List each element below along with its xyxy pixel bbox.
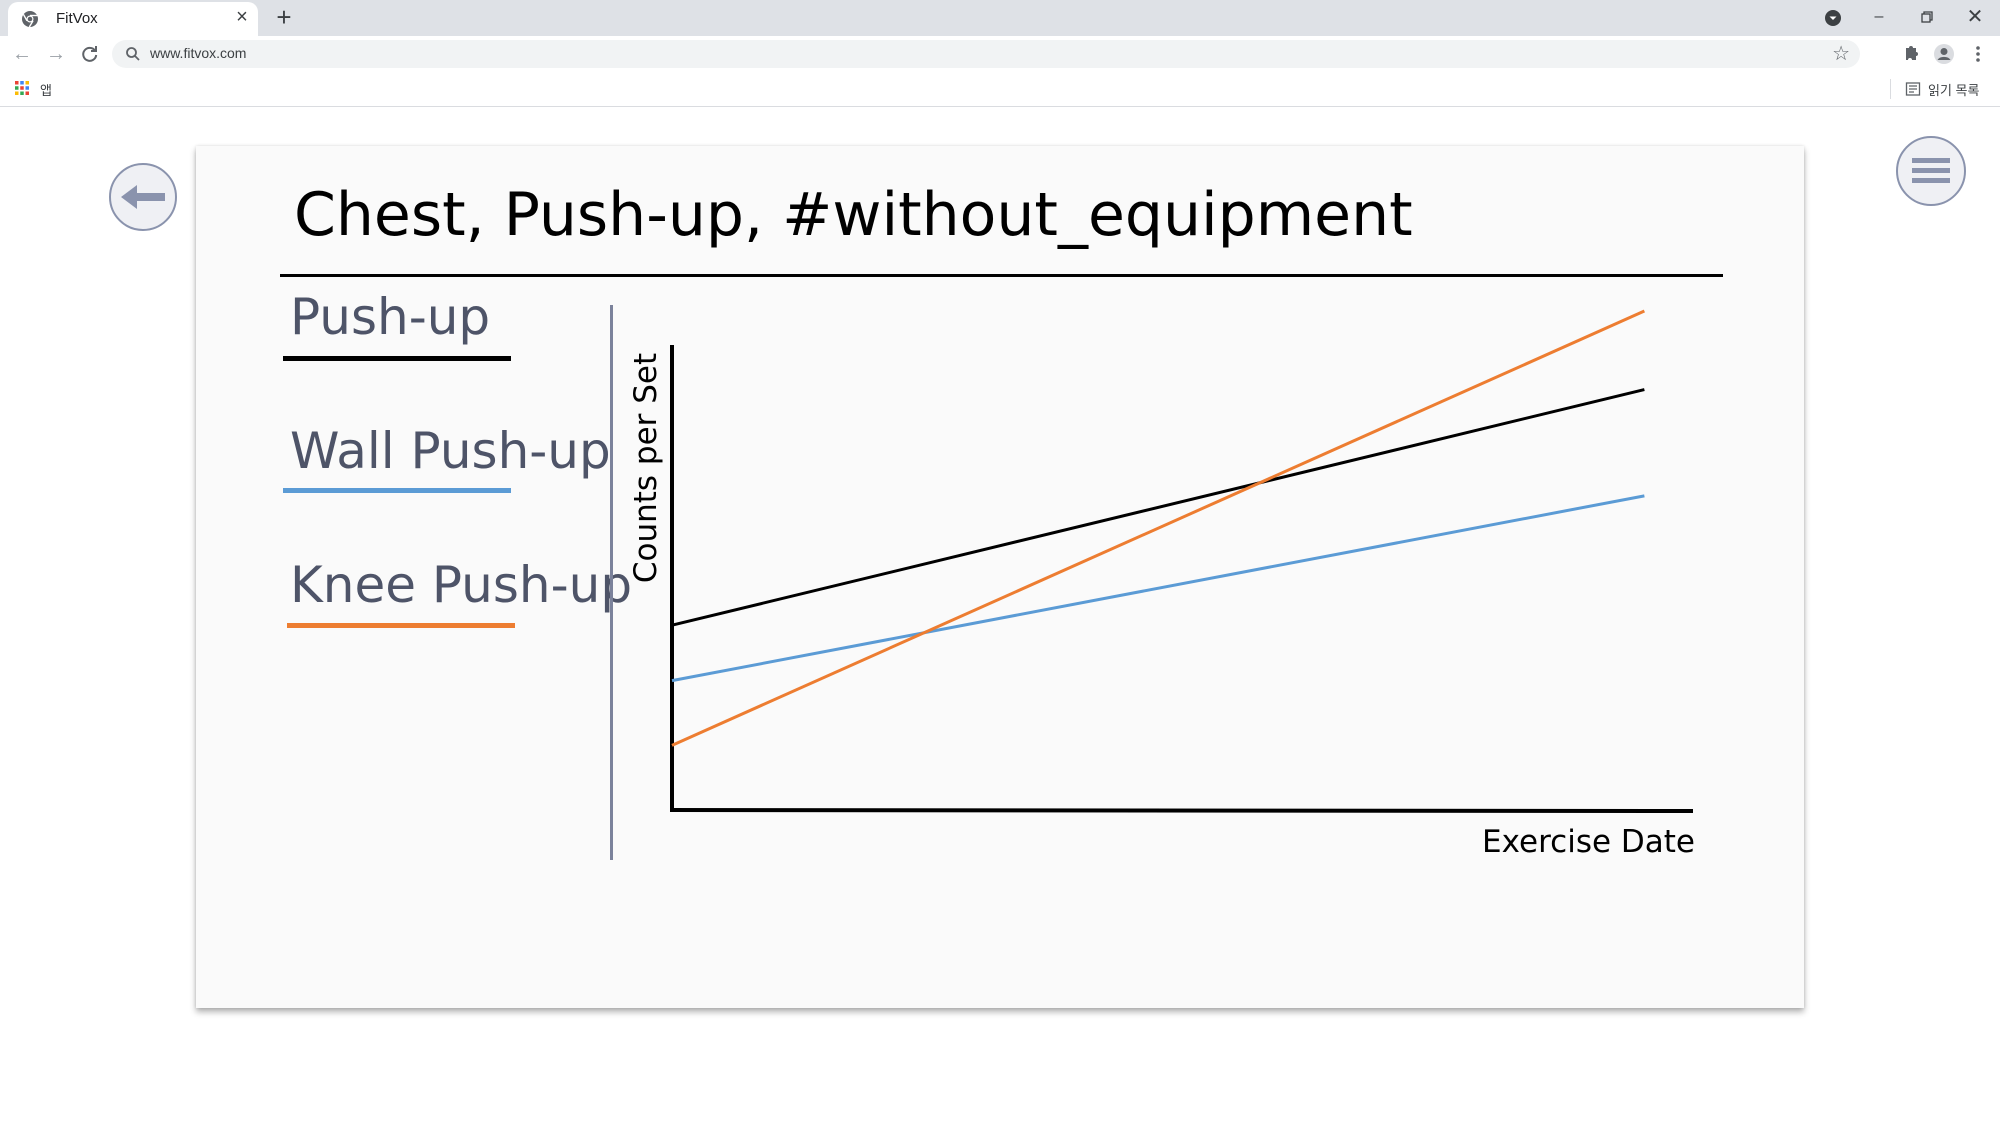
list-divider xyxy=(610,305,613,860)
exercise-item-push-up[interactable]: Push-up xyxy=(290,288,491,346)
wall-push-up-underline xyxy=(283,488,511,493)
back-button[interactable] xyxy=(109,163,177,231)
menu-button[interactable] xyxy=(1896,136,1966,206)
close-window-icon[interactable]: ✕ xyxy=(1966,6,1984,28)
y-axis-label: Counts per Set xyxy=(628,353,664,583)
minimize-icon[interactable]: – xyxy=(1874,8,1884,25)
exercise-item-knee-push-up[interactable]: Knee Push-up xyxy=(290,556,633,614)
x-axis xyxy=(669,808,1694,813)
reload-icon[interactable] xyxy=(78,42,102,66)
address-bar[interactable]: www.fitvox.com ☆ xyxy=(112,40,1860,68)
close-tab-icon[interactable]: × xyxy=(236,6,248,28)
progress-chart: Counts per Set Exercise Date xyxy=(628,309,1695,860)
profile-avatar-icon[interactable] xyxy=(1932,42,1956,66)
profile-dropdown-icon[interactable] xyxy=(1820,5,1846,31)
push-up-underline xyxy=(283,356,511,361)
exercise-item-wall-push-up[interactable]: Wall Push-up xyxy=(290,422,611,480)
chrome-favicon-icon xyxy=(22,11,38,28)
bookmark-star-icon[interactable]: ☆ xyxy=(1832,43,1850,65)
series-line-push-up xyxy=(671,388,1645,627)
extensions-icon[interactable] xyxy=(1898,42,1922,66)
forward-nav-icon[interactable]: → xyxy=(46,43,66,65)
series-line-wall-push-up xyxy=(671,494,1645,683)
new-tab-button[interactable]: + xyxy=(276,2,292,32)
browser-tab[interactable]: FitVox × xyxy=(8,2,258,36)
apps-grid-icon[interactable] xyxy=(14,80,30,96)
knee-push-up-underline xyxy=(287,623,515,628)
series-line-knee-push-up xyxy=(671,309,1645,747)
reading-list-icon[interactable] xyxy=(1905,81,1921,97)
bookmarks-divider xyxy=(1890,79,1891,99)
more-options-icon[interactable] xyxy=(1966,42,1990,66)
search-icon xyxy=(126,47,140,61)
restore-icon[interactable] xyxy=(1914,4,1940,30)
back-nav-icon[interactable]: ← xyxy=(12,43,32,65)
page-title: Chest, Push-up, #without_equipment xyxy=(294,180,1413,250)
hamburger-menu-icon xyxy=(1912,158,1950,183)
reading-list-label[interactable]: 읽기 목록 xyxy=(1928,83,1980,98)
url-text: www.fitvox.com xyxy=(150,45,247,61)
left-arrow-icon xyxy=(121,185,165,209)
apps-shortcut[interactable]: 앱 xyxy=(40,83,52,98)
x-axis-label: Exercise Date xyxy=(1482,824,1695,860)
series-layer xyxy=(671,309,1645,747)
tab-strip: FitVox × + – ✕ xyxy=(0,0,2000,36)
title-divider xyxy=(280,274,1723,277)
tab-title: FitVox xyxy=(56,10,98,27)
bookmarks-bar: 앱 읽기 목록 xyxy=(0,72,2000,107)
browser-toolbar: ← → www.fitvox.com ☆ xyxy=(0,36,2000,72)
content-card xyxy=(196,146,1804,1008)
